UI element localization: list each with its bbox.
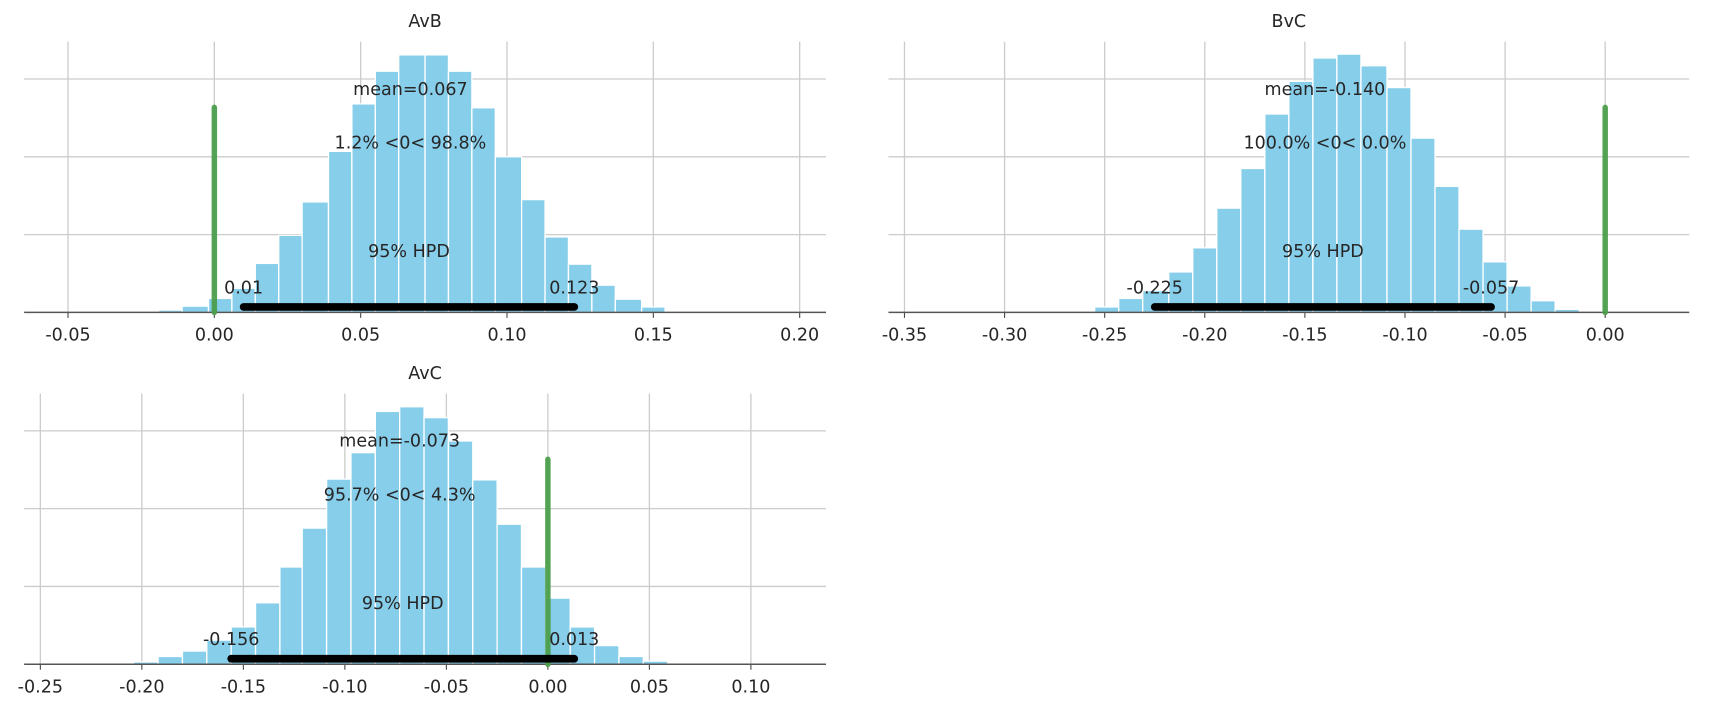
hpd-high-label: 0.013 [549, 630, 599, 650]
panel-title: BvC [1272, 12, 1307, 32]
x-tick-label: 0.05 [630, 677, 669, 697]
x-tick-label: -0.20 [119, 677, 164, 697]
hpd-low-label: -0.156 [203, 630, 259, 650]
bar [1530, 300, 1556, 314]
bar [496, 523, 523, 665]
x-tick-label: -0.10 [322, 677, 367, 697]
bar [1410, 137, 1436, 314]
bar [447, 440, 474, 665]
bar [472, 479, 498, 665]
bar [327, 150, 353, 314]
bar [1434, 185, 1460, 314]
x-tick-label: -0.05 [45, 325, 90, 345]
bar [1264, 113, 1290, 314]
bar [157, 655, 184, 665]
hpd-low-label: -0.225 [1127, 278, 1183, 298]
x-tick-label: -0.25 [1082, 325, 1127, 345]
bar [1192, 247, 1218, 314]
bar [399, 406, 425, 665]
bar [544, 236, 570, 314]
bar [1118, 297, 1144, 314]
x-tick-label: -0.05 [424, 677, 469, 697]
x-tick-label: 0.00 [1586, 325, 1625, 345]
x-tick-label: 0.05 [341, 325, 380, 345]
x-tick-label: -0.10 [1382, 325, 1427, 345]
reference-label: 100.0% <0< 0.0% [1243, 134, 1406, 154]
bar [206, 639, 232, 665]
x-tick-label: -0.35 [882, 325, 927, 345]
x-tick-label: -0.30 [982, 325, 1027, 345]
panel-title: AvB [408, 12, 441, 32]
bar [1216, 207, 1242, 314]
bar [614, 298, 643, 314]
hpd-label: 95% HPD [368, 242, 450, 262]
bar [325, 478, 352, 665]
hpd-high-label: 0.123 [549, 278, 599, 298]
bar [1458, 228, 1484, 314]
bar [301, 527, 328, 665]
x-tick-label: 0.10 [488, 325, 527, 345]
bar [1094, 306, 1120, 314]
bar [301, 201, 330, 314]
x-tick-label: 0.00 [528, 677, 567, 697]
reference-label: 95.7% <0< 4.3% [324, 485, 476, 505]
bar [520, 198, 546, 314]
mean-label: mean=-0.140 [1265, 80, 1386, 100]
hpd-high-label: -0.057 [1463, 278, 1519, 298]
bar [1312, 57, 1338, 314]
bar [254, 602, 281, 665]
bar [398, 54, 426, 314]
x-tick-label: 0.00 [195, 325, 234, 345]
x-tick-label: 0.20 [780, 325, 819, 345]
bar [1288, 80, 1314, 314]
bar [618, 655, 644, 665]
bar [520, 566, 547, 665]
bar [279, 566, 303, 665]
hpd-label: 95% HPD [1282, 242, 1364, 262]
bar [423, 416, 450, 665]
bar [1386, 86, 1412, 314]
bar [181, 305, 210, 314]
x-tick-label: 0.10 [731, 677, 770, 697]
x-tick-label: -0.05 [1482, 325, 1527, 345]
reference-label: 1.2% <0< 98.8% [335, 134, 487, 154]
bar [374, 410, 401, 665]
bar [640, 306, 666, 314]
bar [447, 70, 473, 314]
bar [181, 650, 208, 665]
x-tick-label: -0.20 [1182, 325, 1227, 345]
bar [350, 451, 376, 665]
bar [494, 156, 523, 314]
x-tick-label: -0.25 [18, 677, 63, 697]
panel-title: AvC [408, 364, 442, 384]
mean-label: mean=0.067 [353, 80, 467, 100]
hpd-low-label: 0.01 [224, 278, 263, 298]
bar [278, 234, 303, 314]
bar [374, 70, 400, 314]
bar [1240, 167, 1266, 314]
hpd-label: 95% HPD [362, 594, 444, 614]
x-tick-label: -0.15 [221, 677, 266, 697]
x-tick-label: 0.15 [634, 325, 673, 345]
mean-label: mean=-0.073 [339, 432, 460, 452]
x-tick-label: -0.15 [1282, 325, 1327, 345]
bar [1360, 65, 1388, 314]
